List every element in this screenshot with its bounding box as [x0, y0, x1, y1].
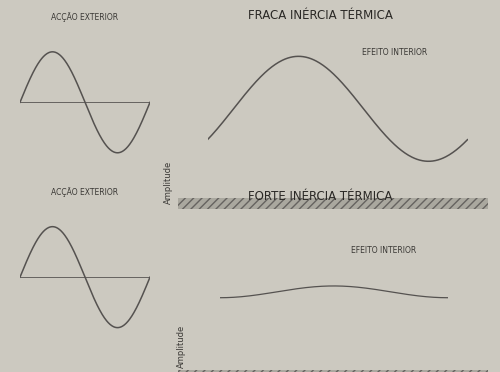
- Text: Amplitude: Amplitude: [164, 161, 173, 204]
- Text: ACÇÃO EXTERIOR: ACÇÃO EXTERIOR: [52, 187, 118, 196]
- Text: EFEITO INTERIOR: EFEITO INTERIOR: [362, 48, 428, 57]
- Text: Amplitude: Amplitude: [177, 325, 186, 368]
- Text: EFEITO INTERIOR: EFEITO INTERIOR: [351, 246, 416, 254]
- Text: FRACA INÉRCIA TÉRMICA: FRACA INÉRCIA TÉRMICA: [248, 9, 392, 22]
- Text: FORTE INÉRCIA TÉRMICA: FORTE INÉRCIA TÉRMICA: [248, 190, 392, 203]
- Text: ACÇÃO EXTERIOR: ACÇÃO EXTERIOR: [52, 12, 118, 22]
